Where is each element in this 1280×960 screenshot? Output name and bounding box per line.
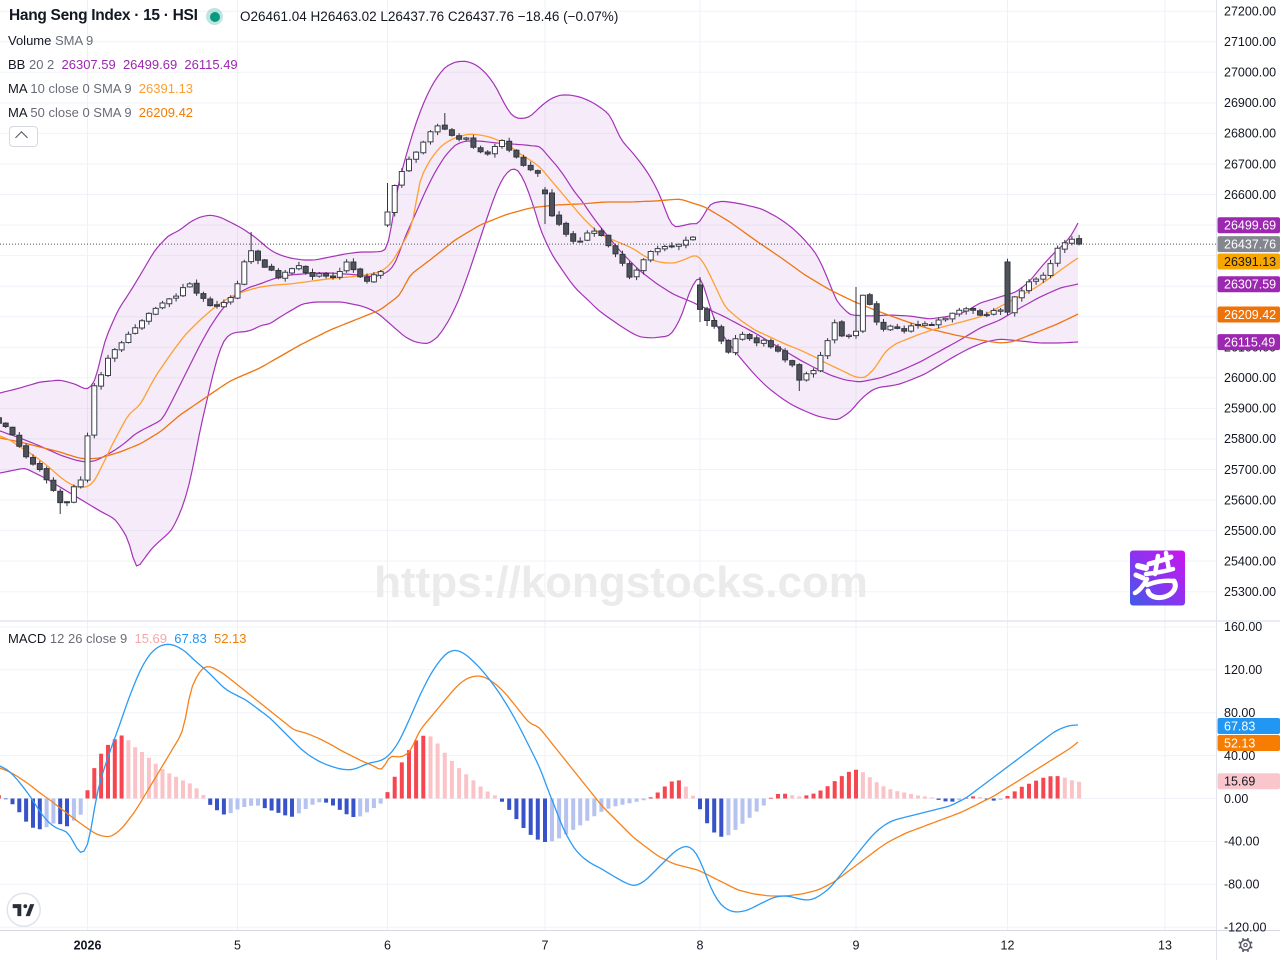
svg-text:26209.42: 26209.42 bbox=[1224, 308, 1276, 322]
svg-text:25700.00: 25700.00 bbox=[1224, 463, 1276, 477]
svg-text:-40.00: -40.00 bbox=[1224, 835, 1259, 849]
svg-text:2026: 2026 bbox=[74, 939, 102, 953]
svg-text:160.00: 160.00 bbox=[1224, 620, 1262, 634]
svg-text:26800.00: 26800.00 bbox=[1224, 127, 1276, 141]
svg-text:27200.00: 27200.00 bbox=[1224, 5, 1276, 19]
svg-text:26499.69: 26499.69 bbox=[1224, 219, 1276, 233]
svg-text:26391.13: 26391.13 bbox=[1224, 255, 1276, 269]
svg-text:26600.00: 26600.00 bbox=[1224, 188, 1276, 202]
svg-text:-80.00: -80.00 bbox=[1224, 878, 1259, 892]
svg-text:52.13: 52.13 bbox=[1224, 736, 1255, 750]
svg-text:27100.00: 27100.00 bbox=[1224, 35, 1276, 49]
svg-text:26000.00: 26000.00 bbox=[1224, 371, 1276, 385]
svg-text:25800.00: 25800.00 bbox=[1224, 432, 1276, 446]
svg-text:26900.00: 26900.00 bbox=[1224, 96, 1276, 110]
svg-text:26115.49: 26115.49 bbox=[1224, 335, 1275, 349]
svg-text:25300.00: 25300.00 bbox=[1224, 585, 1276, 599]
svg-text:8: 8 bbox=[697, 939, 704, 953]
svg-text:6: 6 bbox=[384, 939, 391, 953]
svg-text:7: 7 bbox=[542, 939, 549, 953]
svg-text:15.69: 15.69 bbox=[1224, 775, 1255, 789]
svg-text:80.00: 80.00 bbox=[1224, 706, 1255, 720]
svg-text:26307.59: 26307.59 bbox=[1224, 278, 1276, 292]
svg-text:https://kongstocks.com: https://kongstocks.com bbox=[374, 558, 868, 607]
svg-text:5: 5 bbox=[234, 939, 241, 953]
svg-text:25400.00: 25400.00 bbox=[1224, 554, 1276, 568]
svg-text:27000.00: 27000.00 bbox=[1224, 66, 1276, 80]
svg-text:12: 12 bbox=[1001, 939, 1015, 953]
svg-text:0.00: 0.00 bbox=[1224, 792, 1248, 806]
svg-text:40.00: 40.00 bbox=[1224, 749, 1255, 763]
svg-text:25500.00: 25500.00 bbox=[1224, 524, 1276, 538]
svg-text:13: 13 bbox=[1158, 939, 1172, 953]
svg-text:25600.00: 25600.00 bbox=[1224, 493, 1276, 507]
svg-text:9: 9 bbox=[853, 939, 860, 953]
svg-text:-120.00: -120.00 bbox=[1224, 921, 1266, 935]
svg-text:120.00: 120.00 bbox=[1224, 663, 1262, 677]
svg-text:26437.76: 26437.76 bbox=[1224, 237, 1276, 251]
svg-text:67.83: 67.83 bbox=[1224, 719, 1255, 733]
svg-text:25900.00: 25900.00 bbox=[1224, 402, 1276, 416]
svg-text:26700.00: 26700.00 bbox=[1224, 157, 1276, 171]
